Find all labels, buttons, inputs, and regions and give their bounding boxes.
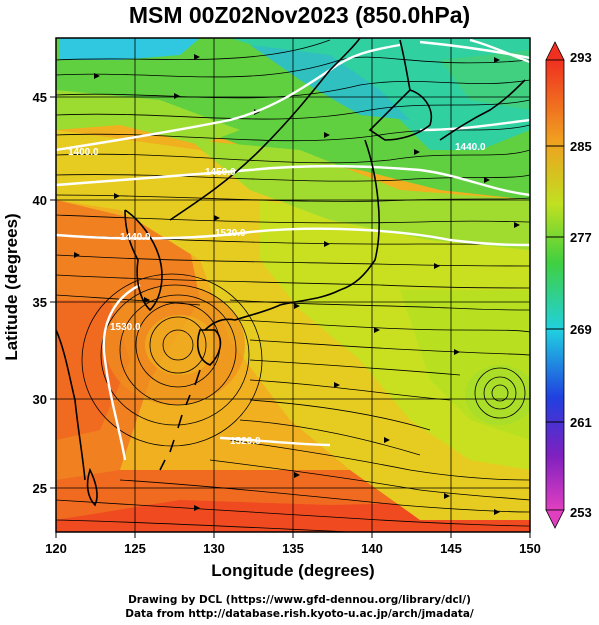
- colorbar-tick-label: 261: [570, 415, 592, 430]
- contour-label: 1440.0: [455, 142, 486, 153]
- wind-streamlines: [56, 39, 530, 532]
- y-tick-label: 45: [33, 90, 47, 105]
- x-tick-label: 125: [124, 541, 146, 556]
- colorbar-tick-label: 253: [570, 505, 592, 520]
- y-axis-label: Latitude (degrees): [2, 213, 21, 360]
- colorbar-tick-label: 277: [570, 230, 592, 245]
- x-tick-label: 145: [440, 541, 462, 556]
- chart-title: MSM 00Z02Nov2023 (850.0hPa): [128, 2, 471, 28]
- x-axis: 120 125 130 135 140 145 150 Longitude (d…: [45, 532, 541, 580]
- wind-arrows: [74, 54, 520, 515]
- x-tick-label: 140: [361, 541, 383, 556]
- y-tick-label: 30: [33, 392, 47, 407]
- contour-label: 1520.0: [230, 436, 261, 447]
- contour-label: 1440.0: [120, 232, 151, 243]
- x-axis-label: Longitude (degrees): [211, 561, 374, 580]
- geopotential-contours: [56, 38, 530, 461]
- contour-label: 1400.0: [68, 147, 99, 158]
- y-tick-label: 25: [33, 481, 47, 496]
- credit-data-source: Data from http://database.rish.kyoto-u.a…: [125, 608, 474, 620]
- x-tick-label: 120: [45, 541, 67, 556]
- contour-label: 1520.0: [215, 228, 246, 239]
- colorbar: 293 285 277 269 261 253: [545, 41, 592, 529]
- x-tick-label: 150: [519, 541, 541, 556]
- colorbar-tick-label: 285: [570, 139, 592, 154]
- credit-dcl: Drawing by DCL (https://www.gfd-dennou.o…: [128, 594, 471, 606]
- colorbar-tick-label: 269: [570, 322, 592, 337]
- contour-label: 1530.0: [110, 322, 141, 333]
- y-tick-label: 40: [33, 193, 47, 208]
- y-tick-label: 35: [33, 295, 47, 310]
- coastlines: [56, 38, 526, 507]
- x-tick-label: 130: [203, 541, 225, 556]
- x-tick-label: 135: [282, 541, 304, 556]
- contour-labels: 1400.0 1440.0 1450.0 1520.0 1440.0 1530.…: [68, 142, 486, 447]
- y-axis: 45 40 35 30 25 Latitude (degrees): [2, 90, 56, 496]
- colorbar-tick-label: 293: [570, 50, 592, 65]
- contour-label: 1450.0: [205, 167, 236, 178]
